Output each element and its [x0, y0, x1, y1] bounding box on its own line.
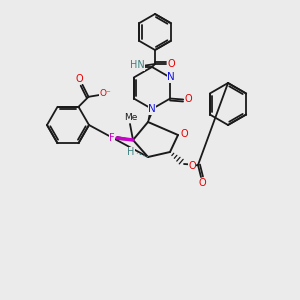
- Text: O⁻: O⁻: [100, 89, 111, 98]
- Text: O: O: [76, 74, 83, 84]
- Text: O: O: [198, 178, 206, 188]
- Text: O: O: [184, 94, 192, 104]
- Text: N: N: [148, 104, 156, 114]
- Text: O: O: [167, 59, 175, 69]
- Text: O: O: [188, 161, 196, 171]
- Polygon shape: [148, 109, 153, 122]
- Text: H: H: [127, 147, 135, 157]
- Text: HN: HN: [130, 61, 144, 70]
- Text: O: O: [180, 129, 188, 139]
- Text: N: N: [167, 73, 175, 82]
- Polygon shape: [117, 137, 133, 140]
- Text: F: F: [109, 133, 115, 143]
- Text: Me: Me: [124, 112, 138, 122]
